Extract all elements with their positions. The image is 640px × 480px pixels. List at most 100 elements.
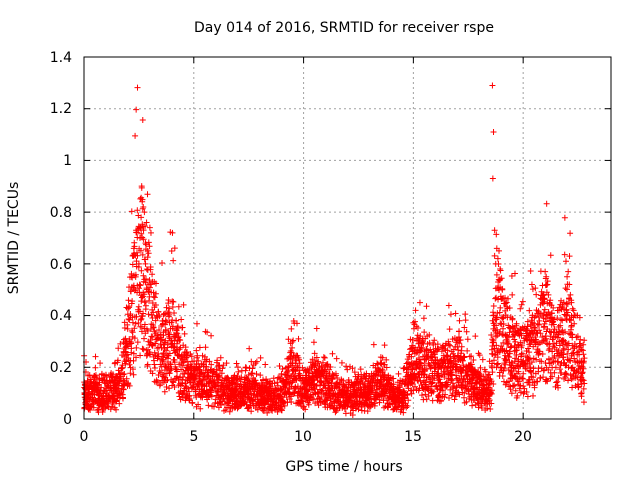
data-point: [534, 320, 541, 327]
data-point: [563, 286, 570, 293]
data-point: [498, 343, 505, 350]
data-point: [132, 132, 139, 139]
data-point: [500, 367, 507, 374]
data-point: [132, 320, 139, 327]
data-point: [395, 403, 402, 410]
data-point: [497, 304, 504, 311]
data-point: [576, 314, 583, 321]
data-point: [311, 386, 318, 393]
data-point: [128, 208, 135, 215]
data-point: [487, 405, 494, 412]
data-point: [123, 375, 130, 382]
data-point: [140, 236, 147, 243]
data-point: [538, 358, 545, 365]
data-point: [445, 302, 452, 309]
data-point: [395, 370, 402, 377]
data-point: [428, 380, 435, 387]
data-point: [163, 383, 170, 390]
data-point: [416, 356, 423, 363]
data-point: [167, 367, 174, 374]
data-point: [565, 340, 572, 347]
data-point: [302, 406, 309, 413]
data-point: [195, 401, 202, 408]
data-point: [245, 371, 252, 378]
data-point: [562, 328, 569, 335]
data-point: [203, 363, 210, 370]
data-point: [97, 360, 104, 367]
data-point: [429, 379, 436, 386]
data-point: [463, 398, 470, 405]
data-point: [543, 200, 550, 207]
data-point: [498, 275, 505, 282]
data-point: [580, 385, 587, 392]
data-point: [533, 291, 540, 298]
data-point: [293, 320, 300, 327]
data-point: [329, 376, 336, 383]
data-point: [279, 366, 286, 373]
data-point: [527, 368, 534, 375]
y-tick-label-1: 1: [63, 153, 72, 169]
data-point: [447, 342, 454, 349]
data-point: [283, 394, 290, 401]
y-tick-label-0-6: 0.6: [50, 257, 72, 273]
data-point: [562, 339, 569, 346]
data-point: [530, 392, 537, 399]
y-tick-label-0-4: 0.4: [50, 308, 72, 324]
data-point: [179, 362, 186, 369]
x-tick-label-0: 0: [80, 429, 89, 445]
data-point: [113, 406, 120, 413]
data-point: [139, 198, 146, 205]
data-point: [169, 298, 176, 305]
data-point: [169, 304, 176, 311]
data-point: [233, 387, 240, 394]
data-point: [215, 394, 222, 401]
data-point: [560, 299, 567, 306]
data-point: [572, 312, 579, 319]
data-point: [134, 84, 141, 91]
data-point: [140, 272, 147, 279]
data-point: [499, 286, 506, 293]
data-point: [489, 82, 496, 89]
data-point: [289, 356, 296, 363]
data-point: [326, 366, 333, 373]
data-point: [110, 392, 117, 399]
data-point: [469, 402, 476, 409]
data-point: [166, 305, 173, 312]
data-point: [139, 294, 146, 301]
data-point: [520, 383, 527, 390]
data-point: [536, 348, 543, 355]
data-point: [441, 345, 448, 352]
data-point: [144, 361, 151, 368]
data-point: [568, 376, 575, 383]
data-point: [171, 337, 178, 344]
data-point: [147, 229, 154, 236]
data-point: [493, 231, 500, 238]
data-point: [147, 263, 154, 270]
data-point: [139, 116, 146, 123]
data-point: [150, 293, 157, 300]
data-point: [489, 360, 496, 367]
data-point: [379, 367, 386, 374]
data-point: [517, 305, 524, 312]
data-point: [196, 344, 203, 351]
data-point: [288, 325, 295, 332]
data-point: [479, 356, 486, 363]
data-point: [497, 266, 504, 273]
data-point: [523, 365, 530, 372]
data-point: [553, 340, 560, 347]
data-point: [204, 329, 211, 336]
data-point: [327, 364, 334, 371]
data-point: [545, 311, 552, 318]
data-point: [180, 374, 187, 381]
data-point: [161, 388, 168, 395]
data-point: [446, 326, 453, 333]
data-point: [556, 366, 563, 373]
data-point: [544, 378, 551, 385]
data-point: [490, 303, 497, 310]
data-point: [133, 249, 140, 256]
data-point: [502, 294, 509, 301]
data-point: [524, 393, 531, 400]
data-point: [98, 384, 105, 391]
data-point: [152, 317, 159, 324]
data-point: [447, 311, 454, 318]
